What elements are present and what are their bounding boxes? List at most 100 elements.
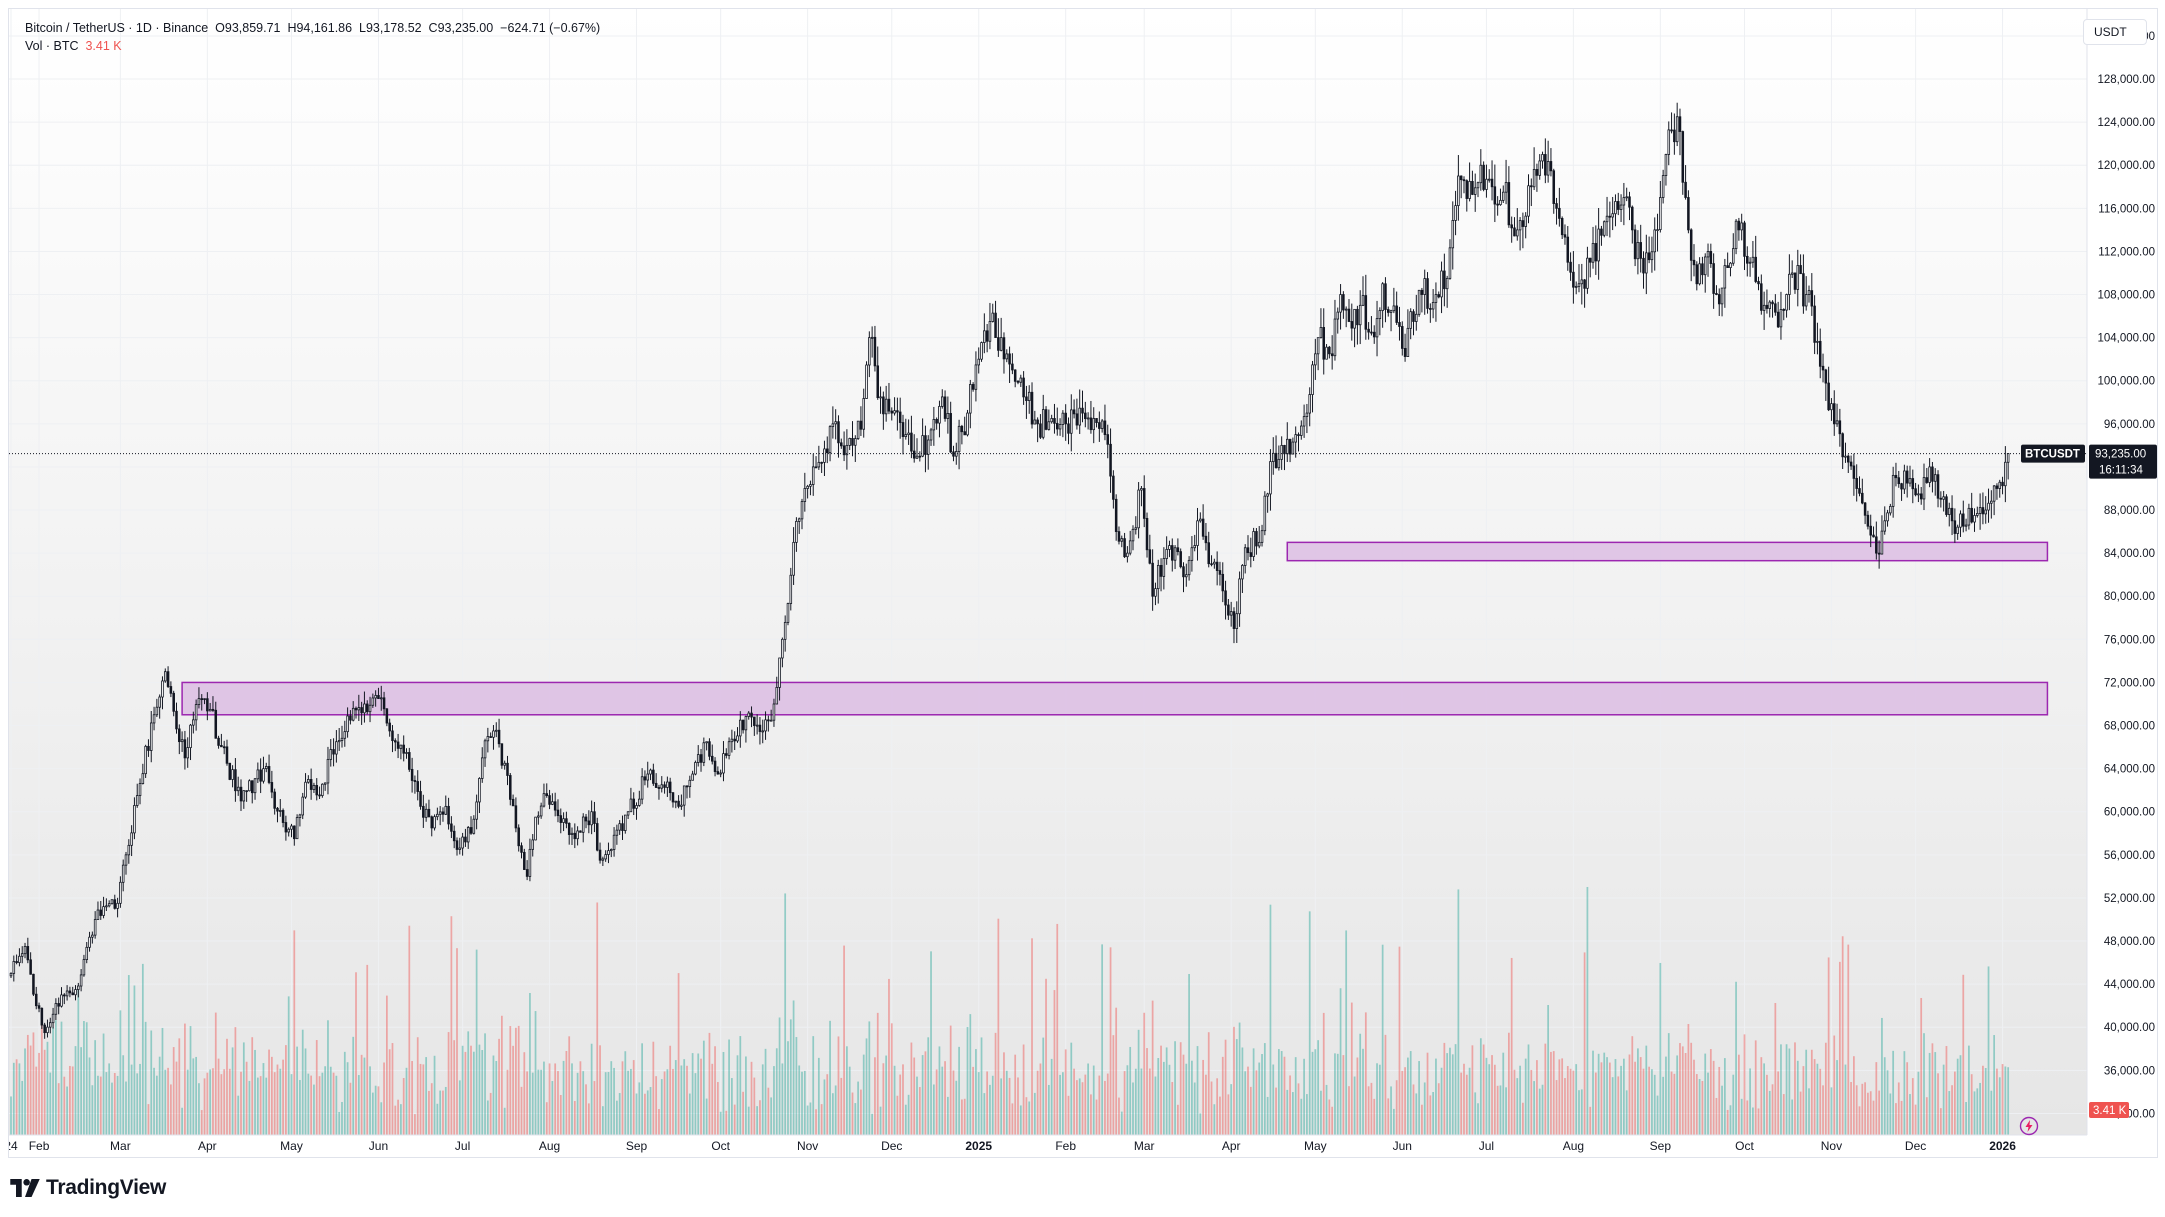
currency-selector[interactable]: USDT bbox=[2083, 19, 2147, 45]
candle-body bbox=[1280, 444, 1283, 460]
price-tick-label: 112,000.00 bbox=[2098, 246, 2155, 258]
volume-bar bbox=[1081, 1082, 1084, 1135]
candle-body bbox=[725, 753, 728, 756]
volume-bar bbox=[1471, 1045, 1474, 1135]
volume-bar bbox=[1300, 1098, 1303, 1135]
volume-legend: Vol · BTC 3.41 K bbox=[25, 39, 122, 53]
candle-body bbox=[1252, 531, 1255, 557]
last-price-tag bbox=[2089, 444, 2157, 479]
candle-body bbox=[343, 731, 347, 739]
time-axis[interactable]: 24FebMarAprMayJunJulAugSepOctNovDec2025F… bbox=[9, 1134, 2087, 1153]
candle-body bbox=[1297, 434, 1300, 437]
volume-bar bbox=[610, 1061, 613, 1135]
candle-body bbox=[152, 714, 156, 724]
volume-bar bbox=[1098, 1075, 1101, 1135]
volume-bar bbox=[871, 1113, 874, 1135]
volume-bar bbox=[1510, 957, 1513, 1135]
candle-body bbox=[110, 899, 114, 905]
volume-bar bbox=[40, 1021, 43, 1135]
volume-bar bbox=[35, 1066, 38, 1135]
volume-bar bbox=[947, 1096, 949, 1135]
volume-bar bbox=[1847, 944, 1850, 1135]
candle-body bbox=[1437, 294, 1441, 298]
candle-body bbox=[1861, 492, 1864, 504]
candle-body bbox=[438, 811, 442, 815]
candle-body bbox=[85, 946, 89, 960]
candle-body bbox=[806, 485, 809, 489]
time-tick-label: Apr bbox=[198, 1139, 217, 1153]
candle-body bbox=[301, 796, 304, 816]
volume-bars bbox=[10, 886, 2010, 1135]
volume-bar bbox=[352, 1036, 355, 1135]
volume-bar bbox=[1690, 1042, 1693, 1135]
candle-body bbox=[1249, 552, 1253, 557]
volume-label[interactable]: Vol · BTC bbox=[25, 39, 79, 53]
candle-body bbox=[365, 703, 369, 713]
high-value: H94,161.86 bbox=[287, 21, 353, 35]
volume-bar bbox=[150, 1030, 153, 1135]
candle-body bbox=[1701, 263, 1704, 276]
candle-body bbox=[595, 823, 599, 851]
candle-body bbox=[298, 814, 302, 818]
candle-body bbox=[621, 823, 624, 831]
volume-bar bbox=[736, 1055, 739, 1135]
volume-bar bbox=[111, 1082, 113, 1135]
candle-body bbox=[472, 818, 476, 834]
candle-body bbox=[969, 384, 972, 414]
candle-body bbox=[1889, 505, 1892, 514]
volume-bar bbox=[1247, 1066, 1249, 1135]
volume-bar bbox=[927, 1037, 930, 1135]
candle-body bbox=[1429, 308, 1432, 310]
volume-bar bbox=[731, 1078, 733, 1135]
volume-bar bbox=[778, 1017, 781, 1135]
candle-body bbox=[1597, 228, 1600, 262]
candle-body bbox=[1647, 252, 1651, 261]
price-tick-label: 116,000.00 bbox=[2098, 203, 2155, 215]
volume-bar bbox=[1746, 1100, 1749, 1135]
volume-bar bbox=[1426, 1052, 1429, 1135]
volume-bar bbox=[99, 1076, 102, 1135]
tradingview-logo[interactable]: TradingView bbox=[10, 1176, 166, 1200]
volume-bar bbox=[1348, 1086, 1350, 1135]
candle-body bbox=[1566, 236, 1570, 263]
candle-body bbox=[1459, 175, 1463, 181]
price-tick-label: 84,000.00 bbox=[2104, 548, 2155, 560]
volume-bar bbox=[669, 1045, 672, 1135]
volume-bar bbox=[677, 973, 680, 1135]
candle-body bbox=[1869, 525, 1872, 536]
volume-bar bbox=[1334, 1053, 1336, 1135]
price-chart[interactable]: 32,000.0036,000.0040,000.0044,000.0048,0… bbox=[9, 9, 2158, 1158]
volume-bar bbox=[1566, 1066, 1569, 1135]
symbol-title[interactable]: Bitcoin / TetherUS · 1D · Binance bbox=[25, 21, 209, 35]
volume-bar bbox=[961, 1099, 963, 1135]
volume-bar bbox=[1937, 1073, 1939, 1135]
zone-rectangles[interactable] bbox=[181, 541, 2049, 716]
candle-body bbox=[1016, 380, 1020, 383]
candle-body bbox=[1283, 444, 1286, 455]
candle-body bbox=[1417, 289, 1421, 315]
volume-bar bbox=[186, 1069, 189, 1135]
candle-body bbox=[1661, 175, 1665, 198]
price-axis[interactable]: 32,000.0036,000.0040,000.0044,000.0048,0… bbox=[2086, 9, 2155, 1135]
lightning-icon[interactable] bbox=[2019, 1116, 2039, 1136]
candle-body bbox=[618, 823, 621, 831]
volume-bar bbox=[501, 1015, 503, 1135]
candle-body bbox=[149, 722, 153, 751]
volume-bar bbox=[1833, 1035, 1836, 1135]
candle-body bbox=[1187, 559, 1191, 576]
candle-body bbox=[901, 422, 905, 438]
volume-bar bbox=[265, 1077, 268, 1135]
candle-body bbox=[1732, 248, 1735, 264]
time-tick-label: May bbox=[1304, 1139, 1327, 1153]
volume-bar bbox=[587, 1103, 590, 1135]
volume-bar bbox=[1356, 1057, 1359, 1135]
volume-bar bbox=[697, 1053, 700, 1135]
candle-body bbox=[1956, 526, 1959, 534]
candle-body bbox=[531, 839, 534, 850]
candle-body bbox=[1516, 229, 1519, 237]
candle-body bbox=[34, 993, 38, 1007]
candle-body bbox=[1311, 364, 1314, 395]
volume-bar bbox=[1367, 1086, 1370, 1135]
candle-body bbox=[1224, 590, 1227, 606]
volume-bar bbox=[1446, 1053, 1449, 1135]
